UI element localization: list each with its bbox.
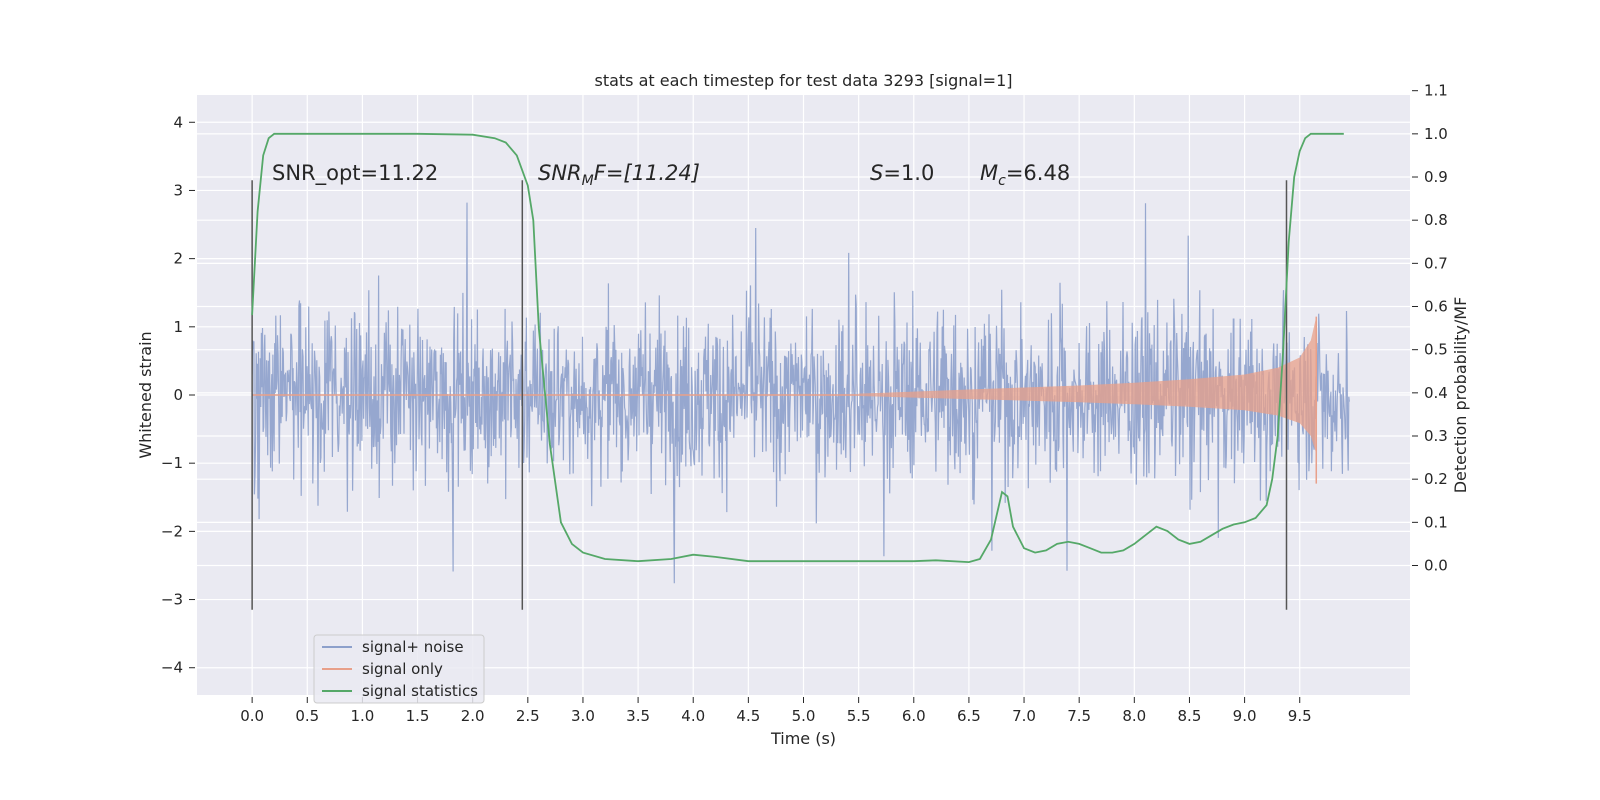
x-tick-label: 1.0 <box>350 707 374 725</box>
annotation-s: S=1.0 <box>870 161 934 185</box>
annotation-snr-mf: SNRMF=[11.24] <box>538 161 700 189</box>
annotation-mc: Mc=6.48 <box>980 161 1070 189</box>
legend: signal+ noise signal only signal statist… <box>313 634 485 704</box>
series-signal-only <box>252 316 1318 484</box>
annotation-s-rest: =1.0 <box>883 161 934 185</box>
x-tick-label: 6.5 <box>957 707 981 725</box>
annotation-mc-main: M <box>980 161 998 185</box>
y2-tick-label: 0.6 <box>1424 298 1448 316</box>
annotation-s-main: S <box>870 161 883 185</box>
annotation-snr-mf-main: SNR <box>538 161 582 185</box>
y2-tick-label: 0.2 <box>1424 470 1448 488</box>
x-tick-label: 5.5 <box>847 707 871 725</box>
y2-tick-label: 1.0 <box>1424 125 1448 143</box>
y-tick-label: −2 <box>161 522 183 540</box>
x-tick-label: 3.0 <box>571 707 595 725</box>
x-tick-label: 4.0 <box>681 707 705 725</box>
x-tick-label: 9.0 <box>1233 707 1257 725</box>
signal-noise-line <box>251 202 1350 584</box>
y-tick-label: 1 <box>173 318 183 336</box>
x-tick-label: 7.0 <box>1012 707 1036 725</box>
x-axis-label: Time (s) <box>770 729 836 748</box>
annotation-snr-mf-rest: F=[11.24] <box>594 161 700 185</box>
series-signal-noise <box>251 202 1350 584</box>
x-tick-label: 5.0 <box>792 707 816 725</box>
y-tick-label: 4 <box>173 113 183 131</box>
annotation-snr-opt: SNR_opt=11.22 <box>272 161 438 186</box>
y-tick-label: 2 <box>173 250 183 268</box>
signal-only-envelope <box>858 316 1317 454</box>
x-tick-label: 0.5 <box>295 707 319 725</box>
annotation-mc-rest: =6.48 <box>1006 161 1070 185</box>
y2-tick-label: 0.5 <box>1424 341 1448 359</box>
y-tick-label: 0 <box>173 386 183 404</box>
x-tick-label: 7.5 <box>1067 707 1091 725</box>
y-tick-label: −4 <box>161 659 183 677</box>
y2-axis-label: Detection probability/MF <box>1451 297 1470 494</box>
y2-tick-label: 0.1 <box>1424 513 1448 531</box>
x-tick-label: 2.0 <box>461 707 485 725</box>
y2-tick-label: 0.8 <box>1424 211 1448 229</box>
signal-statistics-line <box>251 132 1344 564</box>
annotation-mc-sub: c <box>998 173 1006 189</box>
x-tick-label: 0.0 <box>240 707 264 725</box>
vertical-markers <box>251 180 1288 610</box>
x-tick-label: 9.5 <box>1288 707 1312 725</box>
x-tick-label: 4.5 <box>736 707 760 725</box>
chart-title: stats at each timestep for test data 329… <box>594 71 1012 90</box>
y2-tick-label: 0.9 <box>1424 168 1448 186</box>
y2-tick-label: 0.4 <box>1424 384 1448 402</box>
x-tick-label: 6.0 <box>902 707 926 725</box>
axis-ticks: 0.0 0.5 1.0 1.5 2.0 2.5 3.0 3.5 4.0 4.5 5.0 5.5 6.0 6… <box>161 82 1448 725</box>
legend-label-signal-noise: signal+ noise <box>362 638 464 656</box>
x-tick-label: 1.5 <box>406 707 430 725</box>
y-axis-label: Whitened strain <box>136 331 155 458</box>
legend-label-signal-only: signal only <box>362 660 443 678</box>
series-signal-statistics <box>251 132 1344 564</box>
y2-tick-label: 0.3 <box>1424 427 1448 445</box>
y-tick-label: −3 <box>161 591 183 609</box>
y2-tick-label: 0.7 <box>1424 254 1448 272</box>
annotation-snr-mf-sub: M <box>582 173 594 189</box>
y-tick-label: −1 <box>161 454 183 472</box>
x-tick-label: 3.5 <box>626 707 650 725</box>
x-tick-label: 8.0 <box>1122 707 1146 725</box>
x-tick-label: 2.5 <box>516 707 540 725</box>
legend-label-signal-statistics: signal statistics <box>362 682 478 700</box>
y-tick-label: 3 <box>173 181 183 199</box>
y2-tick-label: 0.0 <box>1424 557 1448 575</box>
legend-box <box>313 634 485 704</box>
x-tick-label: 8.5 <box>1178 707 1202 725</box>
y2-tick-label: 1.1 <box>1424 82 1448 100</box>
